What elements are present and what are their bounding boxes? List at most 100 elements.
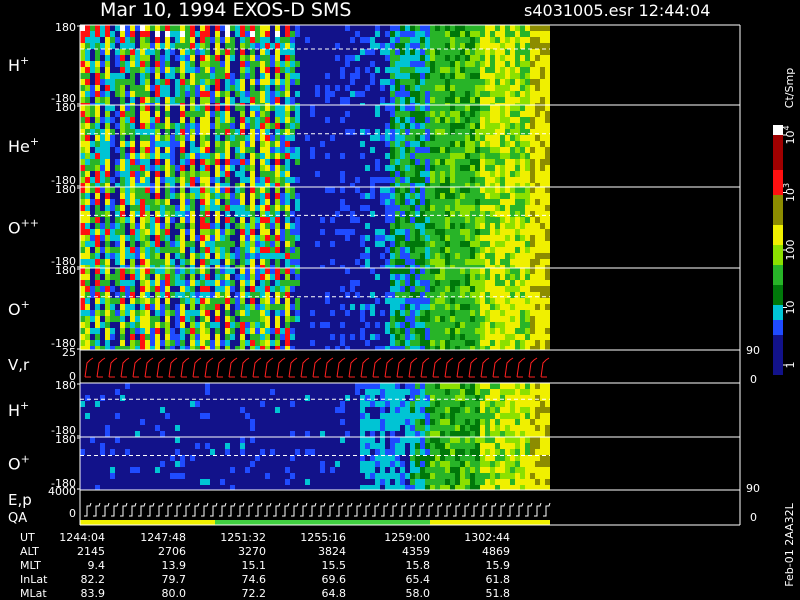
spectrogram-cell bbox=[410, 199, 415, 205]
spectrogram-cell bbox=[305, 259, 310, 265]
spectrogram-cell bbox=[345, 97, 350, 103]
spectrogram-cell bbox=[170, 199, 175, 205]
spectrogram-cell bbox=[465, 153, 470, 159]
spectrogram-cell bbox=[325, 141, 330, 147]
spectrogram-cell bbox=[255, 274, 260, 280]
spectrogram-cell bbox=[445, 135, 450, 141]
spectrogram-cell bbox=[415, 183, 420, 187]
spectrogram-cell bbox=[450, 61, 455, 67]
spectrogram-cell bbox=[265, 147, 270, 153]
spectrogram-cell bbox=[310, 241, 315, 247]
spectrogram-cell bbox=[540, 49, 545, 55]
spectrogram-cell bbox=[380, 147, 385, 153]
spectrogram-cell bbox=[195, 91, 200, 97]
spectrogram-cell bbox=[215, 217, 220, 223]
spectrogram-cell bbox=[145, 340, 150, 346]
spectrogram-cell bbox=[525, 223, 530, 229]
spectrogram-cell bbox=[295, 49, 300, 55]
spectrogram-cell bbox=[460, 73, 465, 79]
spectrogram-cell bbox=[125, 205, 130, 211]
spectrogram-cell bbox=[380, 25, 385, 31]
spectrogram-cell bbox=[280, 268, 285, 274]
spectrogram-cell bbox=[470, 171, 475, 177]
spectrogram-cell bbox=[535, 153, 540, 159]
spectrogram-cell bbox=[450, 211, 455, 217]
spectrogram-cell bbox=[305, 165, 310, 171]
spectrogram-cell bbox=[270, 235, 275, 241]
spectrogram-cell bbox=[135, 25, 140, 31]
spectrogram-cell bbox=[380, 346, 385, 350]
spectrogram-cell bbox=[350, 85, 355, 91]
spectrogram-cell bbox=[140, 79, 145, 85]
spectrogram-cell bbox=[165, 253, 170, 259]
spectrogram-cell bbox=[265, 193, 270, 199]
spectrogram-cell bbox=[270, 259, 275, 265]
spectrogram-cell bbox=[400, 217, 405, 223]
spectrogram-cell bbox=[445, 67, 450, 73]
spectrogram-cell bbox=[215, 304, 220, 310]
spectrogram-cell bbox=[155, 316, 160, 322]
spectrogram-cell bbox=[265, 280, 270, 286]
spectrogram-cell bbox=[475, 117, 480, 123]
spectrogram-cell bbox=[360, 199, 365, 205]
spectrogram-cell bbox=[435, 205, 440, 211]
spectrogram-cell bbox=[270, 340, 275, 346]
spectrogram-cell bbox=[80, 265, 85, 268]
spectrogram-cell bbox=[185, 205, 190, 211]
spectrogram-cell bbox=[340, 286, 345, 292]
spectrogram-cell bbox=[85, 259, 90, 265]
spectrogram-cell bbox=[455, 211, 460, 217]
spectrogram-cell bbox=[320, 187, 325, 193]
spectrogram-cell bbox=[405, 199, 410, 205]
spectrogram-cell bbox=[475, 37, 480, 43]
spectrogram-cell bbox=[425, 85, 430, 91]
spectrogram-cell bbox=[90, 123, 95, 129]
spectrogram-cell bbox=[545, 43, 550, 49]
spectrogram-cell bbox=[515, 171, 520, 177]
spectrogram-cell bbox=[340, 85, 345, 91]
spectrogram-cell bbox=[350, 43, 355, 49]
spectrogram-cell bbox=[230, 187, 235, 193]
spectrogram-cell bbox=[180, 123, 185, 129]
spectrogram-cell bbox=[270, 346, 275, 350]
spectrogram-cell bbox=[190, 85, 195, 91]
spectrogram-cell bbox=[95, 340, 100, 346]
spectrogram-cell bbox=[510, 37, 515, 43]
spectrogram-cell bbox=[225, 49, 230, 55]
spectrogram-cell bbox=[220, 229, 225, 235]
spectrogram-cell bbox=[105, 129, 110, 135]
spectrogram-cell bbox=[405, 274, 410, 280]
spectrogram-cell bbox=[330, 187, 335, 193]
spectrogram-cell bbox=[400, 280, 405, 286]
spectrogram-cell bbox=[355, 129, 360, 135]
spectrogram-cell bbox=[120, 91, 125, 97]
spectrogram-cell bbox=[345, 165, 350, 171]
spectrogram-cell bbox=[460, 37, 465, 43]
spectrogram-cell bbox=[490, 259, 495, 265]
spectrogram-cell bbox=[460, 55, 465, 61]
spectrogram-cell bbox=[200, 223, 205, 229]
spectrogram-cell bbox=[150, 171, 155, 177]
spectrogram-cell bbox=[240, 241, 245, 247]
spectrogram-cell bbox=[420, 43, 425, 49]
spectrogram-cell bbox=[200, 153, 205, 159]
spectrogram-cell bbox=[330, 91, 335, 97]
spectrogram-cell bbox=[155, 265, 160, 268]
spectrogram-cell bbox=[145, 259, 150, 265]
spectrogram-cell bbox=[445, 25, 450, 31]
spectrogram-cell bbox=[365, 165, 370, 171]
spectrogram-cell bbox=[300, 217, 305, 223]
spectrogram-cell bbox=[260, 334, 265, 340]
spectrogram-cell bbox=[420, 205, 425, 211]
spectrogram-cell bbox=[530, 49, 535, 55]
spectrogram-cell bbox=[300, 247, 305, 253]
spectrogram-cell bbox=[355, 346, 360, 350]
spectrogram-cell bbox=[160, 85, 165, 91]
spectrogram-cell bbox=[430, 235, 435, 241]
spectrogram-cell bbox=[145, 328, 150, 334]
spectrogram-cell bbox=[135, 111, 140, 117]
spectrogram-cell bbox=[165, 135, 170, 141]
spectrogram-cell bbox=[545, 49, 550, 55]
spectrogram-cell bbox=[205, 268, 210, 274]
spectrogram-cell bbox=[190, 91, 195, 97]
